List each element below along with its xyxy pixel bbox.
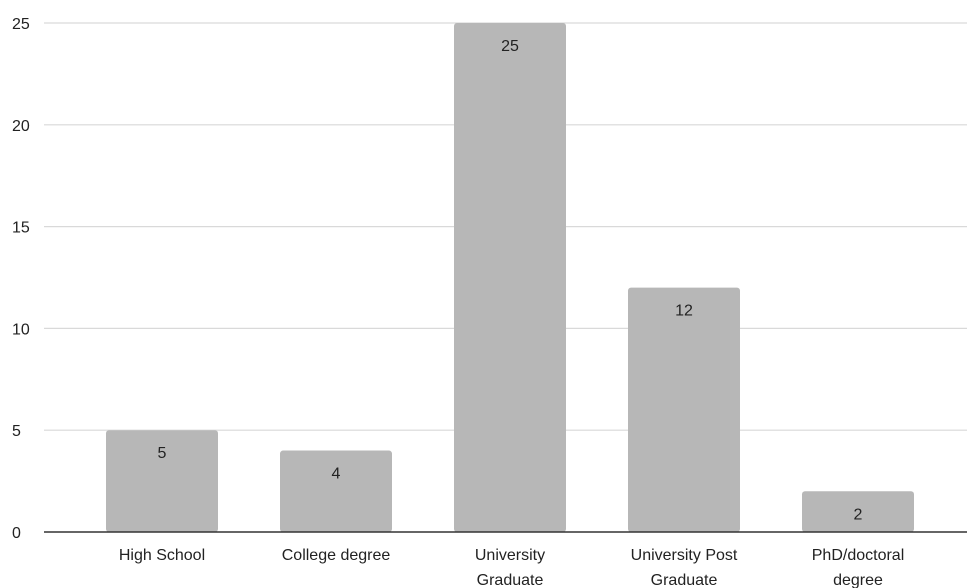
data-label: 5 [158,445,167,462]
data-label: 4 [332,466,341,483]
x-tick-label: Graduate [477,572,544,588]
bar [106,430,218,532]
data-label: 12 [675,303,693,320]
y-tick-label: 0 [12,525,21,542]
y-tick-label: 5 [12,423,21,440]
data-label: 25 [501,38,519,55]
x-tick-label: University Post [631,547,738,564]
y-tick-label: 15 [12,220,30,237]
x-tick-label: degree [833,572,883,588]
x-tick-label: PhD/doctoral [812,547,905,564]
y-tick-label: 20 [12,118,30,135]
x-tick-label: High School [119,547,205,564]
data-label: 2 [854,506,863,523]
x-tick-label: Graduate [651,572,718,588]
x-tick-label: University [475,547,545,564]
bar [802,491,914,532]
y-tick-label: 25 [12,16,30,33]
bar [280,450,392,532]
x-tick-label: College degree [282,547,391,564]
bar [454,23,566,532]
bar [628,287,740,532]
y-tick-label: 10 [12,321,30,338]
